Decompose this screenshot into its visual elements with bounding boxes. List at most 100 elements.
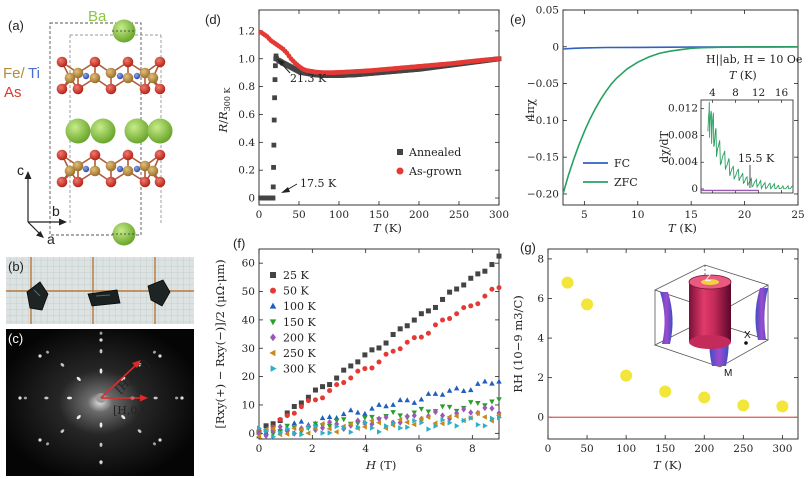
data-point-25k [355,359,361,365]
fe-atom [122,72,134,84]
data-point-150k [496,397,502,403]
data-point-50k [461,305,467,311]
data-point-300k [447,419,453,426]
data-point-200k [440,412,446,419]
inset-y-tick-label: 0.012 [668,103,698,115]
data-point-25k [362,352,368,358]
data-point-250k [397,416,403,423]
data-point-annealed [271,164,276,170]
data-point-50k [298,404,304,410]
data-point-200k [489,405,495,412]
data-point-300k [461,417,467,424]
hh0-arrow [100,363,138,399]
data-point-200k [320,424,326,432]
x-tick-label: 50 [292,209,305,221]
data-point-50k [341,380,347,386]
as-atom [122,56,134,68]
y-tick-label: 0.8 [238,81,255,93]
electron-pocket-right [755,288,768,340]
data-point-300k [369,425,375,431]
data-point-300k [320,430,326,436]
data-point-50k [418,334,424,340]
label-ti: Ti [28,65,40,82]
as-atom [105,176,117,188]
data-point-50k [312,397,318,403]
legend-label-250k: 250 K [283,347,316,360]
data-point-25k [390,332,396,338]
y-tick-label: 40 [242,314,255,326]
y-tick-label: 0 [552,41,559,53]
fe-atom [64,165,76,177]
y-tick-label: −0.20 [527,188,559,200]
data-point-100k [319,415,326,421]
y-tick-label: 60 [242,258,255,270]
panel-d-chart: (d) 0 50 100 150 200 250 300 0 0.2 0.4 0.6 0.8 1.0 1.… [205,9,509,235]
data-point-100k [453,385,460,391]
inset-y-tick-label: 0 [691,183,698,195]
data-point-300k [377,429,382,435]
data-point-annealed [273,63,278,69]
ti-atom [82,165,90,173]
data-point-100k [383,403,389,409]
data-point-300k [440,417,446,423]
data-point-100k [404,397,410,403]
data-point-300k [405,424,411,431]
panel-a-structure: (a) Ba Fe/ Ti As c b a [3,8,173,247]
data-point-250k [439,420,445,427]
fe-atom [122,165,134,177]
inset-x-tick-label: 16 [775,87,789,99]
data-point-25k [411,317,417,323]
data-point-200k [432,408,438,416]
data-point-100k [418,396,425,402]
legend-label-150k: 150 K [283,316,316,329]
data-point-100k [390,401,396,407]
data-point-25k [298,400,304,406]
data-point-150k [270,431,276,437]
legend-label-100k: 100 K [283,300,316,313]
inset-y-tick-label: 0.008 [668,129,698,141]
x-tick-label: 250 [733,443,753,455]
data-point-200k [263,432,269,440]
chart-d-marks: 0 50 100 150 200 250 300 0 0.2 0.4 0.6 0.8 1.0 1.2 [238,10,509,221]
data-point-250k [347,421,353,427]
data-point-50k [369,365,375,371]
data-point-300k [341,425,347,431]
data-point-250k [474,410,480,416]
data-point-100k [376,401,382,407]
data-point-100k [439,391,446,397]
data-point-150k [340,417,347,423]
inset-label-z: Z [705,273,711,284]
legend-label-300k: 300 K [283,363,316,376]
inset-label-m: M [724,368,732,379]
y-tick-label: 4 [537,333,544,345]
fe-atom [139,67,151,79]
panel-label-c: (c) [8,331,23,346]
data-point-25k [468,275,474,281]
panel-label-b: (b) [8,259,24,274]
y-tick-label: 20 [242,371,255,383]
ti-atom [116,165,124,173]
as-atom [105,83,117,95]
panel-c-diffraction: [H,H,0] [H,0,0] (c) [6,329,194,476]
data-point-150k [369,414,375,420]
crystal-sample-2 [87,289,121,307]
data-point-300k [334,423,340,430]
legend-label-asgrown: As-grown [408,165,462,178]
data-point-250k [256,433,261,440]
data-point-100k [468,387,474,393]
as-atom [154,149,166,161]
data-point-150k [446,404,453,410]
data-point-50k [404,339,410,345]
data-point-25k [496,253,502,259]
fermi-surface-inset: Z X M [653,264,769,379]
data-point-50k [334,382,340,388]
data-point-250k [361,424,367,430]
inset-e-marks: 4 8 12 16 0.012 0.008 0.004 0 [668,87,793,195]
as-atom [154,83,166,95]
x-tick-label: 300 [772,443,792,455]
data-point-250k [404,419,410,425]
data-point-50k [327,388,333,394]
data-point-50k [489,286,495,292]
data-point-50k [348,375,354,381]
legend-marker-annealed [397,149,403,155]
